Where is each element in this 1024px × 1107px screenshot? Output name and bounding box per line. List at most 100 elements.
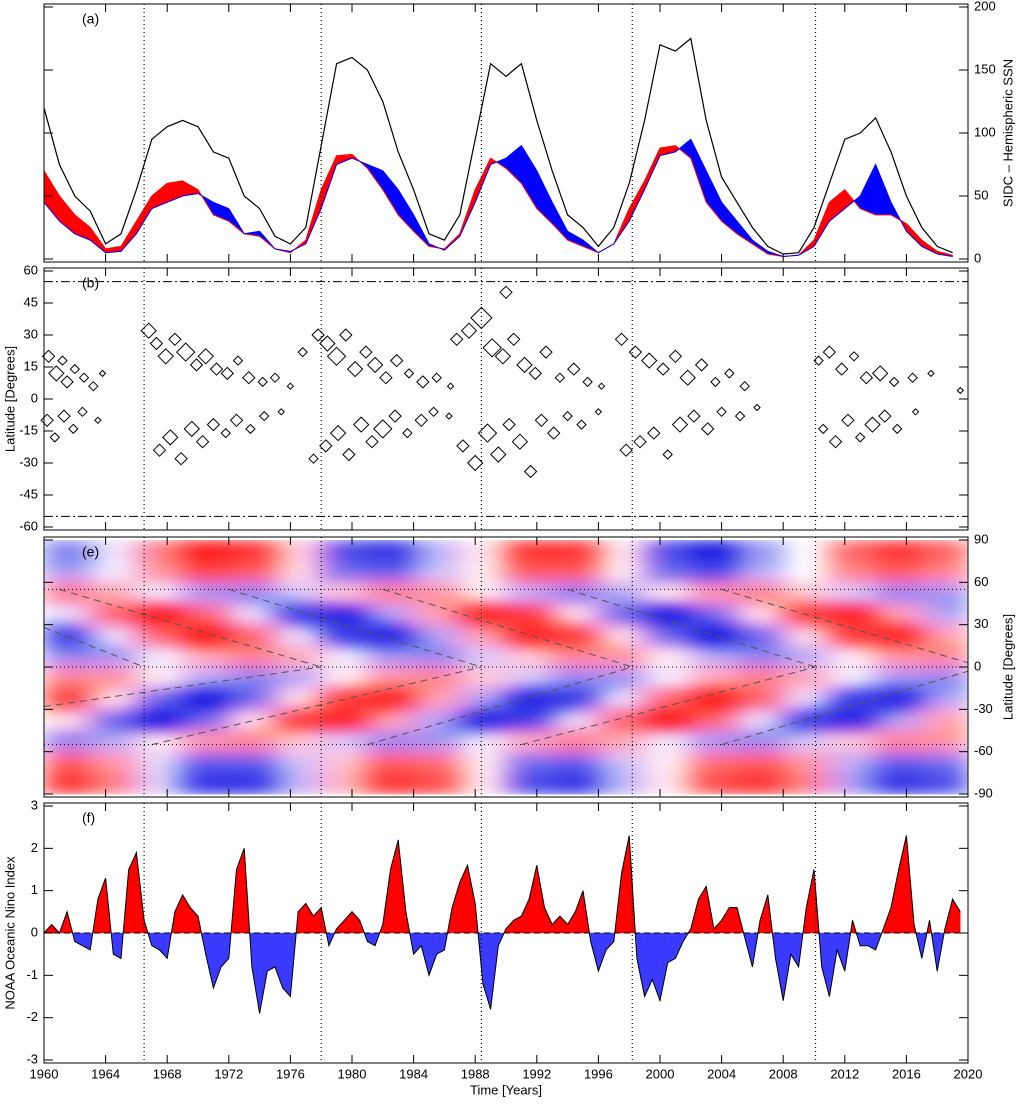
oni-area [898, 835, 907, 934]
band-segment [678, 138, 692, 159]
heatmap-cell [275, 772, 322, 795]
oni-area [459, 865, 468, 934]
heatmap-cell [413, 645, 461, 668]
sunspot-marker [57, 409, 71, 423]
x-tick-label: 1968 [153, 1066, 182, 1081]
oni-area [559, 915, 568, 934]
heatmap-cell [367, 561, 415, 583]
heatmap-cell [228, 645, 276, 668]
heatmap-cell [506, 730, 553, 753]
heatmap-cell [598, 730, 646, 753]
oni-area [128, 852, 137, 934]
sunspot-marker [562, 410, 573, 422]
sunspot-marker [647, 426, 661, 440]
heatmap-cell [644, 540, 692, 562]
sunspot-marker [416, 375, 430, 389]
panel-frame [43, 267, 969, 531]
heatmap-cell [136, 582, 184, 604]
heatmap-cell [737, 751, 784, 774]
sunspot-marker [619, 443, 633, 457]
heatmap-cell [598, 561, 646, 583]
heatmap-cell [552, 603, 599, 626]
sunspot-marker [220, 366, 235, 381]
sunspot-marker [366, 356, 384, 374]
sunspot-marker [195, 434, 210, 449]
sunspot-marker [614, 332, 629, 347]
sunspot-marker [848, 351, 860, 362]
sunspot-marker [470, 306, 493, 330]
heatmap-cell [552, 751, 599, 774]
heatmap-cell [459, 772, 507, 795]
heatmap-cell [506, 561, 553, 583]
sunspot-marker [229, 413, 244, 428]
sunspot-marker [668, 349, 683, 364]
sunspot-marker [671, 416, 689, 433]
heatmap-cell [275, 688, 322, 710]
sunspot-marker [854, 432, 866, 443]
x-tick-label: 2020 [954, 1066, 983, 1081]
heatmap-cell [875, 751, 923, 774]
sunspot-marker [57, 355, 68, 366]
heatmap-cell [413, 709, 461, 731]
sunspot-marker [841, 413, 855, 428]
sunspot-marker [878, 409, 892, 423]
sunspot-marker [477, 423, 498, 443]
heatmap-cell [228, 561, 276, 583]
heatmap-cell [552, 645, 599, 668]
heatmap-cell [552, 772, 599, 795]
oni-area [783, 932, 792, 1001]
y-tick-label: -15 [19, 422, 38, 437]
heatmap-cell [459, 645, 507, 668]
sunspot-marker [414, 413, 429, 428]
sunspot-marker [594, 408, 603, 416]
y-tick-label: -30 [974, 701, 993, 716]
sunspot-marker [753, 403, 761, 412]
sunspot-marker [445, 412, 453, 420]
heatmap-cell [275, 730, 322, 753]
heatmap-cell [367, 772, 415, 795]
heatmap-cell [737, 645, 784, 668]
heatmap-cell [829, 730, 877, 753]
heatmap-cell [552, 540, 599, 562]
heatmap [44, 540, 969, 795]
y-tick-label: 2 [31, 840, 38, 855]
x-tick-label: 1976 [276, 1066, 305, 1081]
heatmap-cell [90, 772, 137, 795]
heatmap-cell [321, 540, 368, 562]
heatmap-cell [644, 582, 692, 604]
oni-area [821, 932, 830, 997]
sunspot-marker [597, 382, 606, 390]
series-line [43, 145, 953, 258]
heatmap-cell [783, 709, 830, 731]
panel-label: (b) [82, 275, 99, 291]
heatmap-cell [90, 730, 137, 753]
heatmap-cell [690, 540, 738, 562]
heatmap-cell [737, 772, 784, 795]
band-segment [521, 144, 538, 210]
sunspot-marker [152, 443, 167, 457]
heatmap-cell [321, 772, 368, 795]
heatmap-cell [598, 751, 646, 774]
oni-area [213, 932, 222, 989]
oni-area [667, 932, 676, 963]
heatmap-cell [413, 561, 461, 583]
heatmap-cell [875, 540, 923, 562]
y-tick-label: 30 [974, 616, 988, 631]
heatmap-cell [598, 645, 646, 668]
heatmap-cell [598, 624, 646, 647]
heatmap-cell [783, 645, 830, 668]
heatmap-cell [598, 603, 646, 626]
oni-area [344, 911, 353, 934]
heatmap-cell [136, 667, 184, 689]
heatmap-cell [921, 688, 969, 710]
heatmap-cell [90, 645, 137, 668]
guide-line [721, 670, 969, 746]
heatmap-cell [875, 582, 923, 604]
oni-area [259, 932, 268, 1014]
heatmap-cell [228, 540, 276, 562]
sunspot-marker [734, 410, 746, 422]
oni-area [675, 932, 684, 959]
panel-label: (f) [82, 810, 95, 826]
y-tick-label: 45 [24, 294, 38, 309]
